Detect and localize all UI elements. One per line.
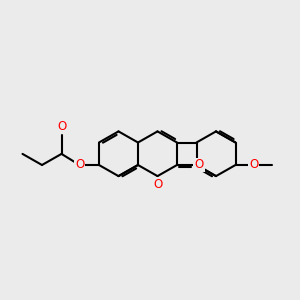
Text: O: O bbox=[57, 121, 66, 134]
Text: O: O bbox=[249, 158, 258, 172]
Text: O: O bbox=[194, 158, 204, 172]
Text: O: O bbox=[153, 178, 162, 190]
Text: O: O bbox=[75, 158, 84, 172]
